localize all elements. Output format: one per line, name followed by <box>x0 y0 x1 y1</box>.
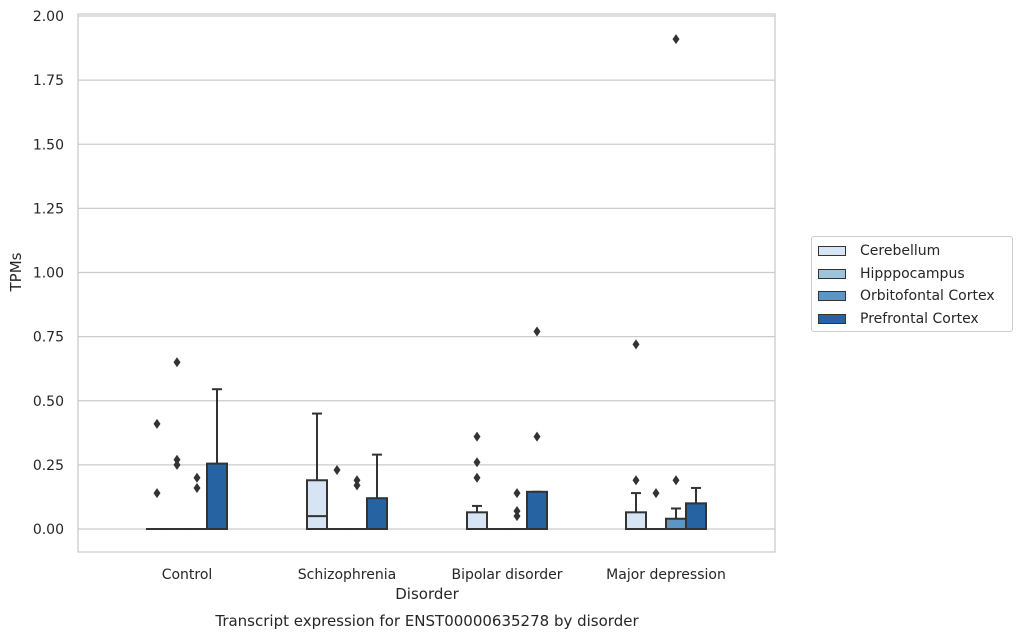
outlier-point <box>513 511 521 522</box>
y-tick-label: 2.00 <box>33 9 64 25</box>
box-prefrontal-cortex <box>526 326 548 530</box>
box-iqr <box>526 490 548 530</box>
box-hipppocampus <box>326 465 348 531</box>
box-iqr <box>625 511 647 531</box>
outlier-point <box>353 475 361 486</box>
y-tick-labels: 0.00 0.25 0.50 0.75 1.00 1.25 1.50 1.75 2.00 <box>33 9 64 538</box>
box-prefrontal-cortex <box>366 453 388 531</box>
box-cerebellum <box>466 431 488 531</box>
outlier-point <box>513 506 521 517</box>
x-axis-label: Disorder <box>395 585 459 603</box>
outlier-point <box>652 488 660 499</box>
outlier-point <box>632 339 640 350</box>
box-iqr <box>466 511 488 531</box>
legend: Cerebellum Hipppocampus Orbitofontal Corte… <box>811 236 1013 332</box>
box-prefrontal-cortex <box>206 388 228 530</box>
legend-swatch <box>818 268 846 279</box>
x-tick-labels: Control Schizophrenia Bipolar disorder Majo… <box>162 567 726 583</box>
plot-area-frame <box>77 13 776 553</box>
legend-swatch <box>818 246 846 257</box>
outlier-point <box>193 472 201 483</box>
outlier-point <box>153 418 161 429</box>
legend-label: Cerebellum <box>860 243 941 260</box>
outlier-point <box>173 357 181 368</box>
y-tick-label: 0.75 <box>33 330 64 346</box>
box-iqr <box>685 502 707 531</box>
y-tick-label: 0.25 <box>33 458 64 474</box>
outlier-point <box>533 326 541 337</box>
box-prefrontal-cortex <box>685 486 707 531</box>
box-cerebellum <box>625 339 647 531</box>
outlier-point <box>153 488 161 499</box>
outlier-point <box>173 459 181 470</box>
outlier-point <box>193 482 201 493</box>
legend-item: Prefrontal Cortex <box>818 308 1012 331</box>
outlier-point <box>513 488 521 499</box>
outlier-point <box>173 454 181 465</box>
box-orbitofontal-cortex <box>506 488 528 531</box>
box-hipppocampus <box>166 357 188 531</box>
outlier-point <box>473 431 481 442</box>
legend-label: Hipppocampus <box>860 265 965 282</box>
y-tick-label: 1.25 <box>33 201 64 217</box>
y-tick-label: 1.00 <box>33 266 64 282</box>
y-axis-label: TPMs <box>7 252 25 292</box>
outlier-point <box>672 34 680 45</box>
outlier-point <box>353 480 361 491</box>
box-cerebellum <box>146 418 168 531</box>
y-tick-label: 0.00 <box>33 522 64 538</box>
outlier-point <box>333 465 341 476</box>
legend-item: Hipppocampus <box>818 263 1012 286</box>
legend-label: Orbitofontal Cortex <box>860 288 995 305</box>
y-tick-label: 0.50 <box>33 394 64 410</box>
legend-swatch <box>818 313 846 324</box>
box-iqr <box>306 479 328 531</box>
box-orbitofontal-cortex <box>665 34 687 530</box>
outlier-point <box>672 475 680 486</box>
x-tick-label: Major depression <box>606 567 726 583</box>
box-orbitofontal-cortex <box>346 475 368 531</box>
box-iqr <box>366 497 388 531</box>
box-iqr <box>206 462 228 530</box>
outlier-point <box>473 457 481 468</box>
boxes <box>146 34 707 531</box>
y-tick-label: 1.50 <box>33 137 64 153</box>
x-tick-label: Bipolar disorder <box>451 567 562 583</box>
legend-item: Orbitofontal Cortex <box>818 285 1012 308</box>
x-tick-label: Control <box>162 567 213 583</box>
outlier-point <box>533 431 541 442</box>
outlier-point <box>473 472 481 483</box>
box-orbitofontal-cortex <box>186 472 208 531</box>
box-iqr <box>665 517 687 530</box>
gridlines <box>78 15 775 530</box>
legend-swatch <box>818 291 846 302</box>
outlier-point <box>632 475 640 486</box>
chart-caption: Transcript expression for ENST0000063527… <box>214 612 639 630</box>
legend-label: Prefrontal Cortex <box>860 310 979 327</box>
y-tick-label: 1.75 <box>33 73 64 89</box>
legend-item: Cerebellum <box>818 240 1012 263</box>
x-tick-label: Schizophrenia <box>298 567 396 583</box>
box-cerebellum <box>306 412 328 531</box>
box-hipppocampus <box>645 488 667 531</box>
